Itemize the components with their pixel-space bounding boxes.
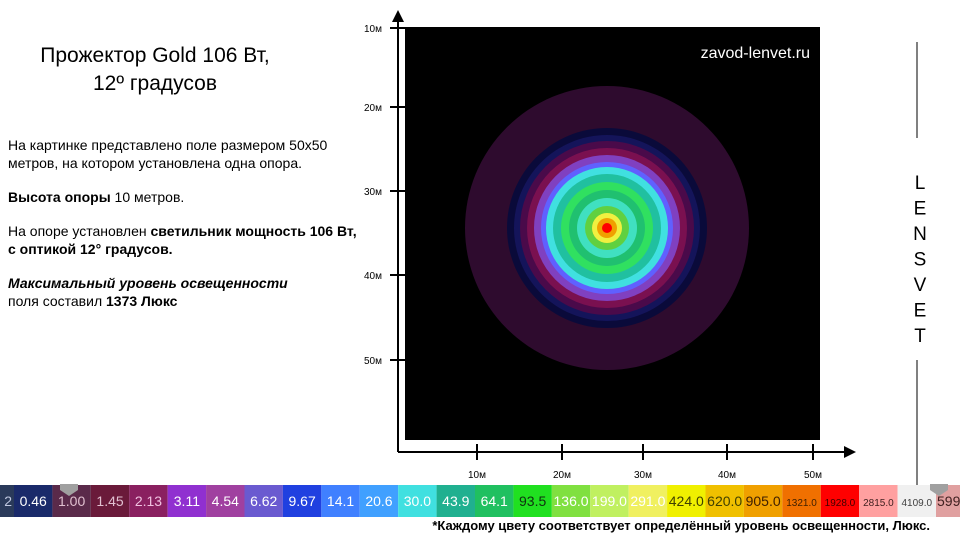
paragraph: На картинке представлено поле размером 5… bbox=[8, 137, 328, 171]
brand-letter: N bbox=[913, 224, 927, 245]
x-label: 20м bbox=[553, 470, 571, 481]
x-label: 50м bbox=[804, 470, 822, 481]
scale-label: 6.62 bbox=[250, 493, 277, 509]
y-label: 30м bbox=[364, 187, 382, 198]
scale-marker bbox=[930, 484, 948, 496]
scale-cell bbox=[129, 485, 168, 517]
brand-letter: V bbox=[914, 275, 927, 296]
scale-label: 1928.0 bbox=[825, 498, 856, 509]
scale-cell bbox=[743, 485, 783, 517]
y-label: 50м bbox=[364, 356, 382, 367]
text: 10 метров. bbox=[110, 189, 185, 205]
scale-label: 9.67 bbox=[289, 493, 316, 509]
paragraph: Максимальный уровень освещенности поля со… bbox=[8, 274, 358, 310]
scale-label: 424.0 bbox=[669, 493, 704, 509]
scale-label: 93.5 bbox=[519, 493, 546, 509]
brand-letter: T bbox=[914, 326, 926, 347]
scale-cell bbox=[897, 485, 936, 517]
x-label: 40м bbox=[718, 470, 736, 481]
scale-cell bbox=[90, 485, 130, 517]
x-label: 30м bbox=[634, 470, 652, 481]
scale-label: 5999 bbox=[937, 493, 960, 509]
scale-label: 20.6 bbox=[365, 493, 392, 509]
scale-label: 1.00 bbox=[58, 493, 85, 509]
scale-label: 30.0 bbox=[404, 493, 431, 509]
scale-label: 2815.0 bbox=[863, 498, 894, 509]
scale-label: 43.9 bbox=[442, 493, 469, 509]
axes bbox=[397, 12, 852, 453]
text: На опоре установлен bbox=[8, 223, 151, 239]
y-label: 40м bbox=[364, 271, 382, 282]
scale-cell bbox=[282, 485, 322, 517]
x-label: 10м bbox=[468, 470, 486, 481]
y-label: 10м bbox=[364, 24, 382, 35]
scale-cell bbox=[436, 485, 475, 517]
paragraph: Высота опоры 10 метров. bbox=[8, 188, 358, 206]
scale-label: 1.45 bbox=[96, 493, 123, 509]
scale-label: 14.1 bbox=[327, 493, 354, 509]
bold-italic-text: Максимальный уровень освещенности bbox=[8, 275, 288, 291]
watermark: zavod-lenvet.ru bbox=[701, 45, 810, 62]
scale-cell bbox=[820, 485, 860, 517]
scale-cell bbox=[14, 485, 53, 517]
y-label: 20м bbox=[364, 103, 382, 114]
scale-cell bbox=[628, 485, 668, 517]
scale-label: 3.11 bbox=[174, 493, 200, 509]
footnote: *Каждому цвету соответствует определённы… bbox=[432, 518, 930, 533]
brand-letter: E bbox=[914, 301, 927, 322]
scale-cell bbox=[359, 485, 399, 517]
scale-cell bbox=[513, 485, 552, 517]
brand-letter: E bbox=[914, 199, 927, 220]
scale-cell bbox=[167, 485, 207, 517]
scale-cell bbox=[0, 485, 14, 517]
title-line: Прожектор Gold 106 Вт, bbox=[40, 44, 270, 67]
scale-cell bbox=[321, 485, 360, 517]
text: поля составил bbox=[8, 293, 106, 309]
scale-cell bbox=[782, 485, 821, 517]
scale-label: 136.0 bbox=[554, 493, 589, 509]
scale-cell bbox=[667, 485, 706, 517]
scale-label: 2 bbox=[4, 493, 12, 509]
scale-cell bbox=[244, 485, 283, 517]
title: Прожектор Gold 106 Вт, 12º градусов bbox=[0, 42, 310, 98]
title-line: 12º градусов bbox=[93, 72, 217, 95]
scale-cell bbox=[551, 485, 591, 517]
bold-text: светильник мощность 106 Вт, с оптикой 12… bbox=[8, 223, 357, 257]
scale-label: 905.0 bbox=[746, 493, 781, 509]
description: На картинке представлено поле размером 5… bbox=[8, 136, 358, 326]
scale-label: 620.0 bbox=[707, 493, 742, 509]
bold-text: 1373 Люкс bbox=[106, 293, 178, 309]
brand-letter: S bbox=[914, 250, 927, 271]
scale-cell bbox=[705, 485, 744, 517]
scale-label: 291.0 bbox=[630, 493, 665, 509]
scale-label: 0.46 bbox=[20, 493, 47, 509]
brand-letter: L bbox=[915, 173, 926, 194]
scale-marker bbox=[60, 484, 78, 496]
bold-text: Высота опоры bbox=[8, 189, 111, 205]
scale-label: 199.0 bbox=[592, 493, 627, 509]
scale-cell bbox=[398, 485, 437, 517]
scale-cell bbox=[590, 485, 629, 517]
scale-label: 1321.0 bbox=[786, 498, 817, 509]
paragraph: На опоре установлен светильник мощность … bbox=[8, 222, 358, 258]
scale-cell bbox=[475, 485, 514, 517]
scale-label: 2.13 bbox=[135, 493, 162, 509]
scale-label: 4.54 bbox=[212, 493, 239, 509]
scale-cell bbox=[859, 485, 898, 517]
scale-label: 4109.0 bbox=[901, 498, 932, 509]
scale-label: 64.1 bbox=[481, 493, 508, 509]
scale-cell bbox=[206, 485, 245, 517]
light-pattern bbox=[465, 86, 749, 370]
